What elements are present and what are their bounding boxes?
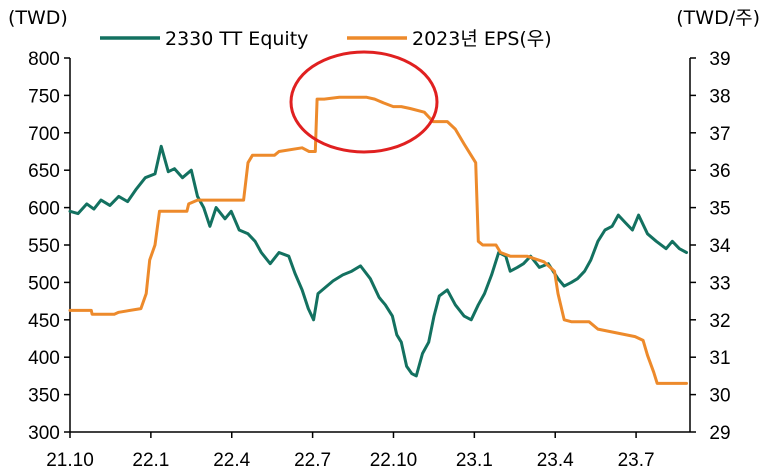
x-tick-label: 22.1 [132,450,169,471]
left-tick-label: 800 [28,49,60,70]
left-tick-label: 750 [28,86,60,107]
right-tick-label: 31 [709,348,730,369]
left-tick-label: 500 [28,273,60,294]
x-tick-label: 23.7 [618,450,655,471]
legend-label-stock: 2330 TT Equity [165,28,308,50]
left-tick-label: 600 [28,199,60,220]
right-tick-label: 39 [709,49,730,70]
highlight-circle [289,50,439,154]
series-line-stock [68,144,688,378]
left-tick-label: 450 [28,311,60,332]
legend: 2330 TT Equity 2023년 EPS(우) [100,28,552,50]
left-tick-label: 400 [28,348,60,369]
right-tick-label: 33 [709,273,730,294]
x-tick-label: 22.4 [213,450,250,471]
x-tick-label: 21.10 [46,450,94,471]
left-tick-label: 650 [28,161,60,182]
right-tick-label: 36 [709,161,730,182]
left-tick-label: 700 [28,124,60,145]
axis-ticks: 800 750 700 650 600 550 500 450 400 350 300 39 38 37 3… [28,49,731,471]
right-tick-label: 34 [709,236,731,257]
right-tick-label: 30 [709,386,730,407]
series-line-eps [68,95,688,385]
x-tick-label: 23.1 [456,450,493,471]
right-tick-label: 29 [709,423,730,444]
right-tick-label: 35 [709,199,730,220]
right-axis-unit: (TWD/주) [676,7,760,29]
right-tick-label: 38 [709,86,730,107]
legend-label-eps: 2023년 EPS(우) [412,28,552,50]
x-tick-label: 22.10 [370,450,418,471]
left-tick-label: 350 [28,386,60,407]
left-axis-unit: (TWD) [8,7,68,29]
plot-area: 800 750 700 650 600 550 500 450 400 350 300 39 38 37 3… [28,49,731,471]
left-tick-label: 300 [28,423,60,444]
left-tick-label: 550 [28,236,60,257]
right-tick-label: 32 [709,311,730,332]
x-tick-label: 23.4 [537,450,574,471]
right-tick-label: 37 [709,124,730,145]
x-tick-label: 22.7 [294,450,331,471]
left-unit-label: (TWD) [8,7,68,29]
series-layer [68,95,688,385]
